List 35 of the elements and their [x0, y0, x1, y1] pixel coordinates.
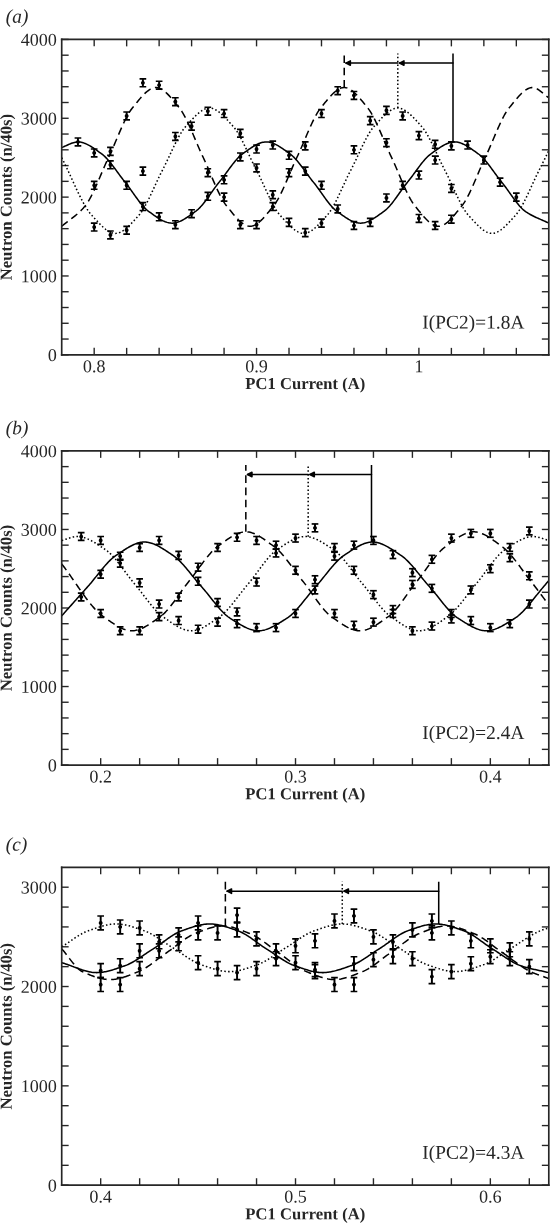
x-axis-title: PC1 Current (A) — [245, 1207, 365, 1223]
chart-title: (c) — [6, 837, 27, 855]
y-tick-label: 3000 — [21, 881, 57, 894]
y-axis-title: Neutron Counts (n/40s) — [0, 943, 16, 1110]
x-tick-label: 0.8 — [83, 360, 105, 373]
y-tick-label: 4000 — [21, 445, 57, 458]
x-tick-label: 1 — [415, 360, 423, 373]
x-axis-title: PC1 Current (A) — [245, 787, 365, 803]
y-axis-title: Neutron Counts (n/40s) — [0, 114, 16, 280]
annotation: I(PC2)=4.3A — [422, 1145, 525, 1163]
x-tick-label: 0.4 — [90, 1190, 112, 1203]
chart-title: (a) — [6, 9, 28, 27]
y-axis-title: Neutron Counts (n/40s) — [0, 525, 16, 691]
y-tick-label: 2000 — [21, 980, 57, 993]
x-tick-label: 0.6 — [479, 1190, 502, 1203]
annotation: I(PC2)=2.4A — [422, 725, 525, 744]
y-tick-label: 0 — [48, 1179, 57, 1192]
y-tick-label: 1000 — [22, 270, 57, 283]
x-axis-title: PC1 Current (A) — [245, 377, 365, 393]
y-tick-label: 1000 — [22, 680, 57, 693]
y-tick-label: 0 — [48, 349, 57, 362]
y-tick-label: 2000 — [21, 191, 57, 204]
y-tick-label: 3000 — [21, 523, 57, 536]
x-tick-label: 0.2 — [90, 770, 111, 783]
x-tick-label: 0.9 — [245, 360, 268, 373]
x-tick-label: 0.5 — [284, 1190, 307, 1203]
x-tick-label: 0.3 — [284, 770, 307, 783]
x-tick-label: 0.4 — [479, 770, 502, 783]
y-tick-label: 2000 — [21, 602, 57, 615]
y-tick-label: 4000 — [21, 33, 57, 46]
chart-title: (b) — [6, 420, 28, 439]
y-tick-label: 1000 — [22, 1080, 57, 1093]
y-tick-label: 0 — [48, 759, 57, 772]
y-tick-label: 3000 — [21, 112, 57, 125]
annotation: I(PC2)=1.8A — [422, 315, 525, 333]
